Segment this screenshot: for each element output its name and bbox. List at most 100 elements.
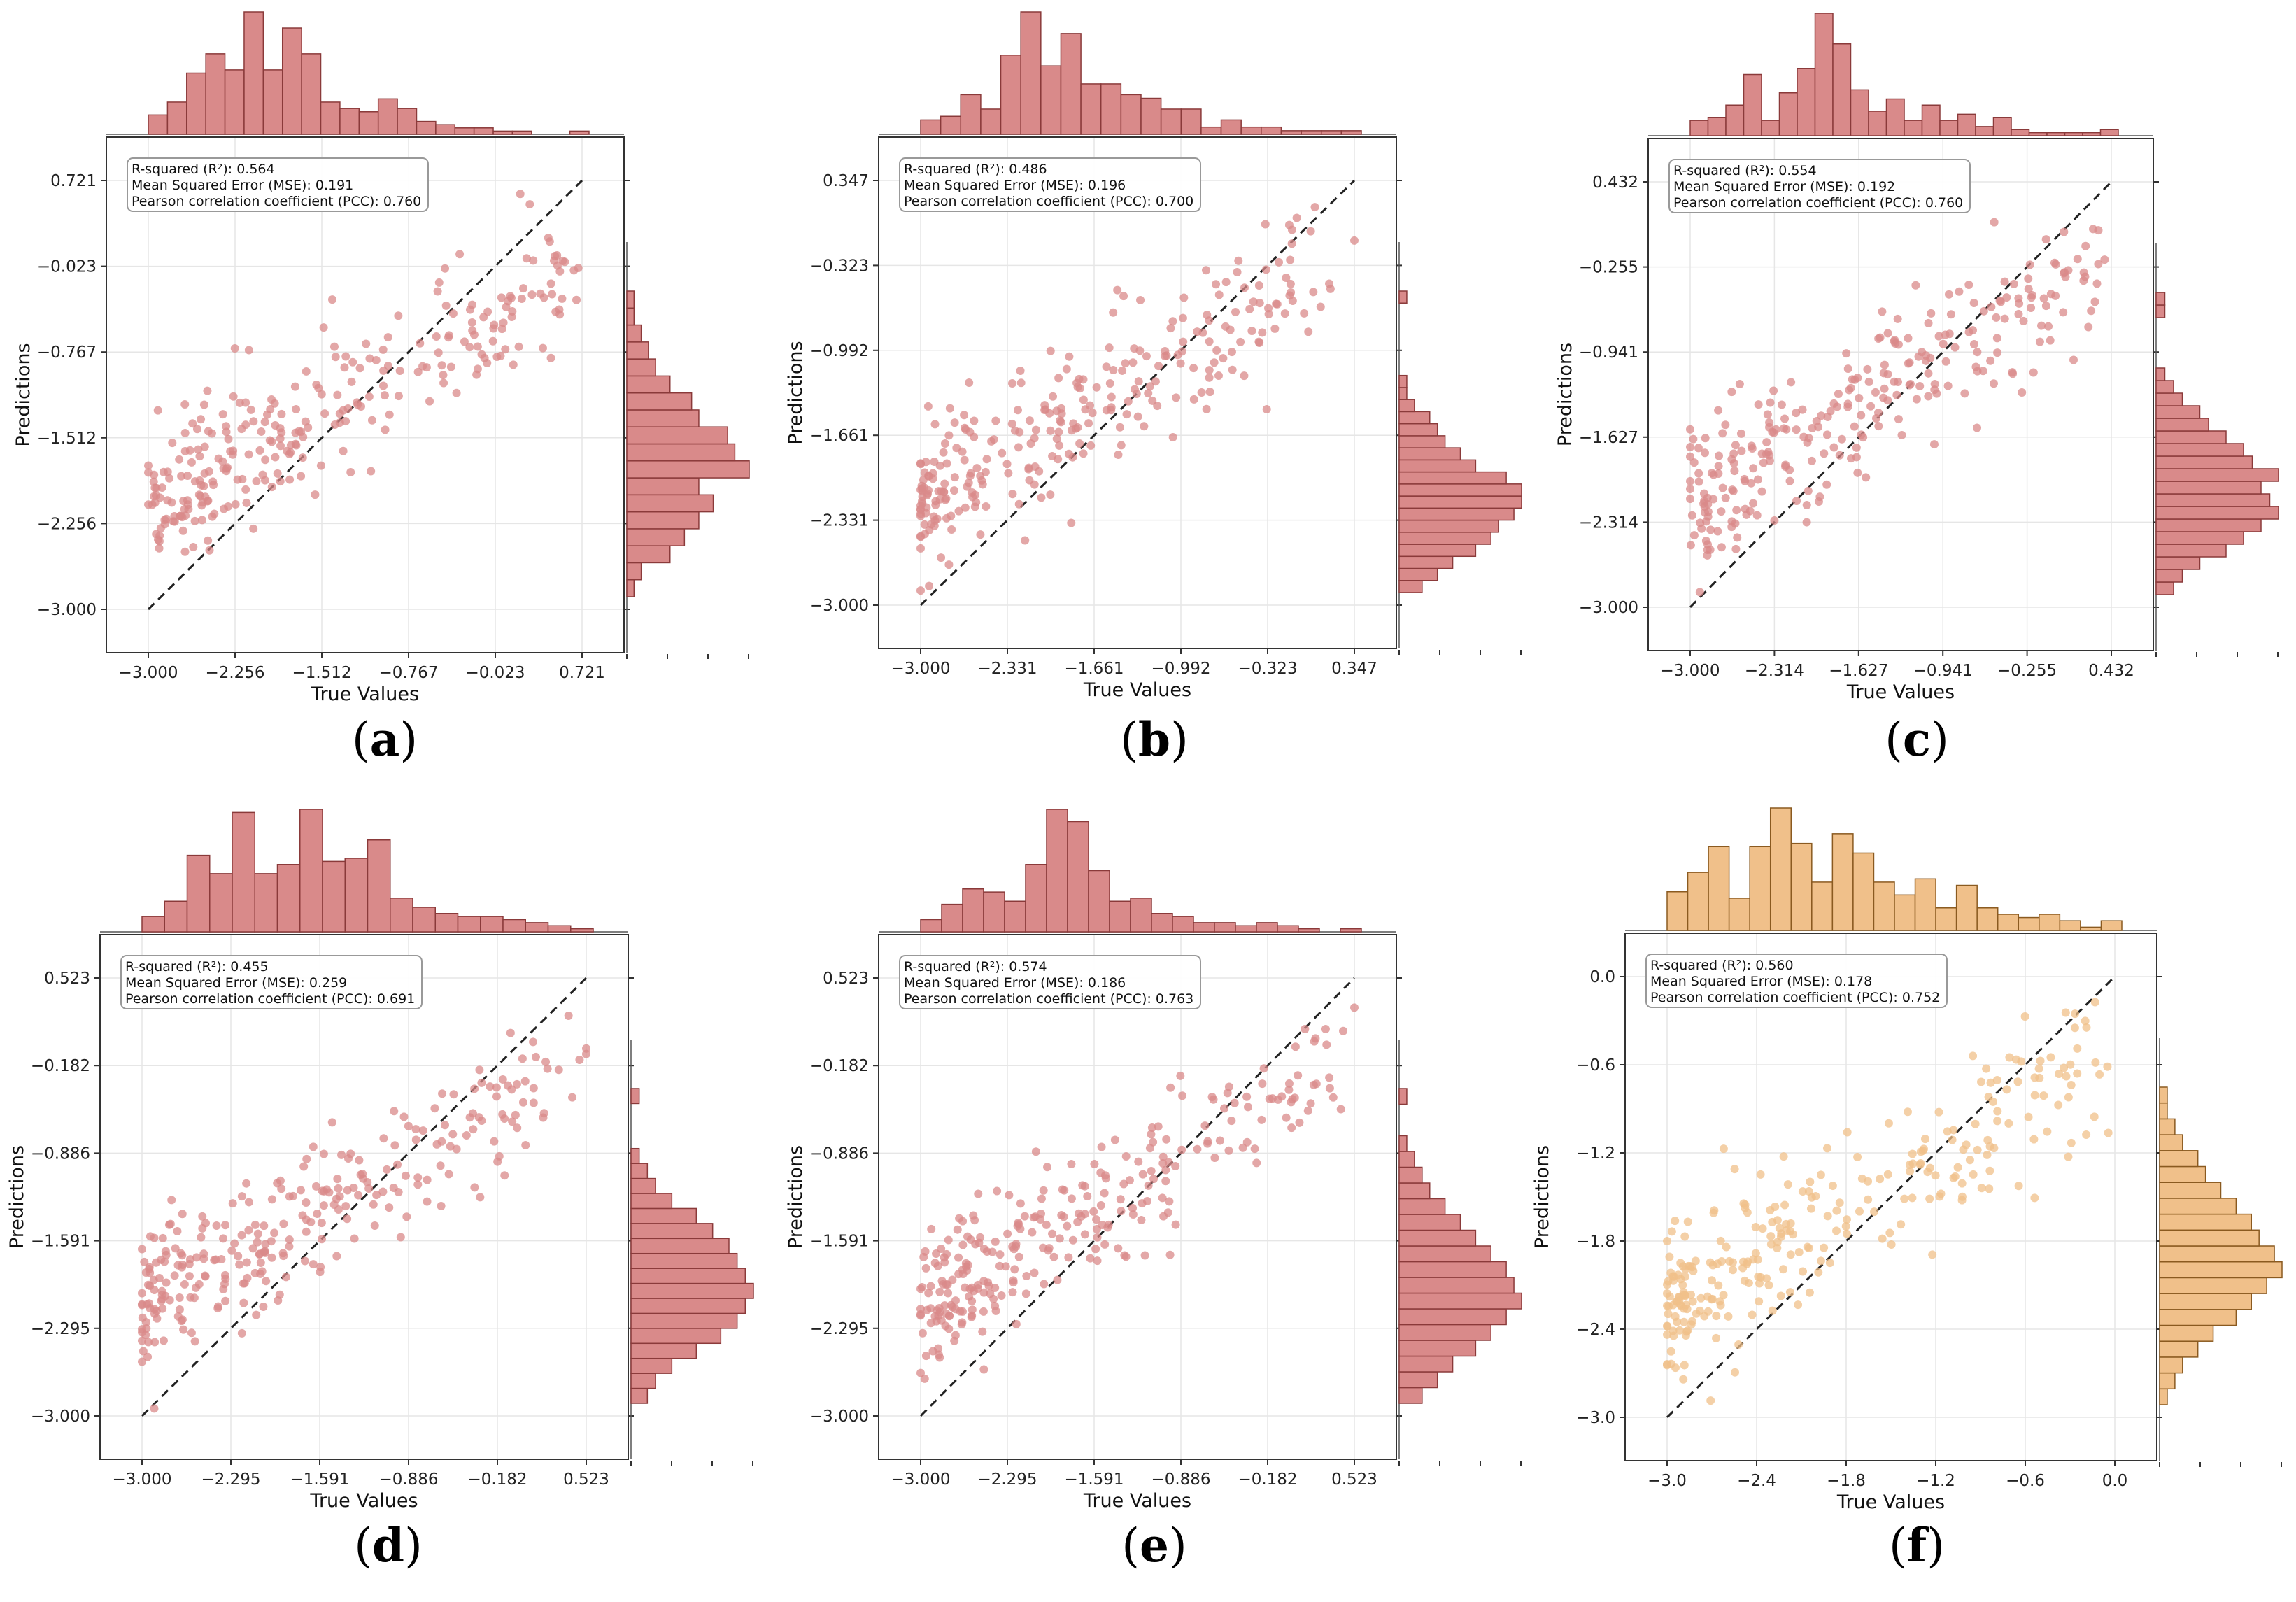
scatter-point (1063, 1221, 1072, 1231)
scatter-point (921, 458, 930, 467)
scatter-point (1876, 1175, 1885, 1184)
scatter-point (506, 293, 516, 302)
scatter-point (292, 441, 301, 450)
scatter-point (1703, 493, 1712, 502)
scatter-point (230, 343, 239, 353)
scatter-point (194, 445, 203, 454)
scatter-point (1686, 495, 1694, 504)
scatter-point (1773, 1216, 1782, 1225)
scatter-point (1883, 370, 1892, 379)
scatter-point (354, 1191, 363, 1200)
scatter-point (170, 511, 179, 520)
scatter-point (185, 1260, 194, 1269)
x-tick-label: −3.000 (118, 664, 178, 682)
x-tick-label: −1.661 (1064, 660, 1124, 678)
scatter-point (1001, 1262, 1010, 1271)
scatter-point (2035, 337, 2044, 346)
scatter-point (1016, 378, 1026, 388)
scatter-point (267, 1253, 276, 1262)
stats-r2: R-squared (R²): 0.564 (132, 162, 275, 177)
scatter-point (1804, 486, 1813, 495)
scatter-point (1162, 351, 1171, 360)
scatter-point (958, 1240, 968, 1249)
right-hist-bar (1398, 544, 1477, 558)
top-hist-bar (1046, 809, 1068, 933)
scatter-point (173, 1261, 183, 1270)
scatter-point (341, 1202, 350, 1211)
scatter-point (968, 1311, 977, 1320)
scatter-point (1728, 485, 1737, 495)
top-hist-bar (434, 913, 459, 933)
x-tick-label: 0.523 (1331, 1470, 1377, 1489)
scatter-point (1943, 1127, 1952, 1136)
scatter-point (379, 1134, 388, 1143)
scatter-point (1686, 541, 1695, 550)
scatter-point (1205, 373, 1214, 382)
x-tick-label: 0.523 (563, 1470, 609, 1489)
scatter-point (297, 472, 306, 481)
scatter-point (2030, 1091, 2039, 1100)
scatter-point (1031, 425, 1040, 434)
scatter-point (497, 293, 506, 302)
right-hist-bar (2159, 1388, 2168, 1405)
scatter-point (413, 367, 423, 376)
scatter-point (2039, 1091, 2048, 1100)
scatter-point (2019, 316, 2028, 325)
x-tick-label: −2.331 (977, 660, 1037, 678)
scatter-point (441, 264, 450, 273)
scatter-point (920, 1374, 929, 1383)
right-hist-bar (2155, 556, 2201, 570)
scatter-point (500, 1171, 509, 1180)
scatter-point (1825, 1259, 1834, 1268)
top-hist-bar (435, 124, 456, 135)
scatter-point (937, 1276, 947, 1285)
scatter-point (1683, 1326, 1692, 1335)
stats-mse: Mean Squared Error (MSE): 0.259 (125, 975, 347, 991)
scatter-point (1270, 324, 1280, 333)
scatter-point (553, 251, 562, 260)
scatter-point (1939, 339, 1948, 348)
stats-box (899, 157, 1201, 212)
scatter-point (1052, 434, 1061, 444)
scatter-point (175, 1293, 184, 1302)
top-hist-bar (1666, 891, 1689, 931)
top-hist-bar (1707, 117, 1727, 136)
scatter-point (271, 453, 280, 462)
right-hist-bar (2155, 304, 2166, 318)
top-hist-bar (480, 916, 504, 933)
scatter-point (1742, 510, 1751, 519)
x-axis-title: True Values (311, 683, 419, 705)
scatter-point (332, 1194, 341, 1203)
scatter-point (227, 1246, 236, 1255)
scatter-point (1071, 424, 1080, 433)
scatter-point (1214, 371, 1223, 381)
scatter-point (1960, 389, 1969, 398)
scatter-point (1803, 1242, 1812, 1252)
top-hist-bar (262, 69, 283, 135)
scatter-point (333, 1175, 342, 1184)
y-tick-label: −1.8 (1576, 1233, 1615, 1251)
top-hist-bar (148, 114, 169, 135)
scatter-point (252, 1310, 261, 1319)
top-hist-bar (1020, 11, 1042, 135)
scatter-point (1014, 1252, 1023, 1261)
scatter-point (1015, 427, 1024, 437)
scatter-point (1079, 395, 1088, 404)
scatter-point (418, 1126, 427, 1135)
top-hist-bar (1904, 120, 1923, 136)
scatter-point (256, 1258, 265, 1267)
scatter-point (511, 1110, 520, 1119)
scatter-point (1820, 1243, 1829, 1252)
right-hist-bar (2159, 1150, 2199, 1168)
scatter-point (1853, 1152, 1862, 1161)
scatter-point (1207, 1092, 1217, 1101)
scatter-point (2000, 314, 2009, 323)
right-hist-bar (626, 392, 693, 411)
right-hist-bar (1398, 387, 1408, 400)
scatter-point (2060, 1063, 2069, 1072)
scatter-point (1957, 1179, 1967, 1188)
scatter-point (258, 470, 267, 479)
right-hist-bar (2159, 1245, 2275, 1263)
scatter-point (1065, 352, 1074, 361)
scatter-point (572, 295, 581, 304)
